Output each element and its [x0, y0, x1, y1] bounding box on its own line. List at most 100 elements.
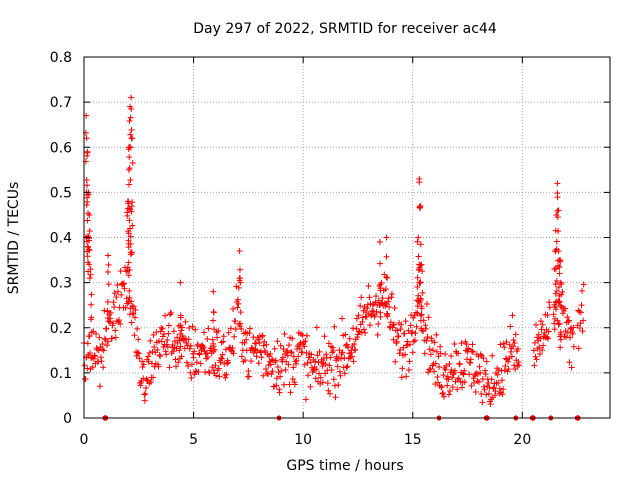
data-point: [556, 298, 563, 305]
data-point: [126, 217, 133, 224]
data-point: [84, 148, 91, 155]
data-point: [104, 315, 111, 322]
data-point: [126, 205, 133, 212]
data-point: [396, 350, 403, 357]
data-point: [568, 364, 575, 371]
data-point: [477, 369, 484, 376]
data-point: [205, 325, 212, 332]
data-point: [427, 351, 434, 358]
data-point: [414, 238, 421, 245]
data-point: [81, 362, 88, 369]
y-tick-label: 0: [63, 411, 72, 427]
data-point: [366, 294, 373, 301]
data-point: [186, 345, 193, 352]
data-point: [260, 372, 267, 379]
data-point: [277, 373, 284, 380]
data-point: [234, 304, 241, 311]
data-point: [398, 374, 405, 381]
data-point: [434, 379, 441, 386]
data-point: [383, 234, 390, 241]
data-point: [329, 344, 336, 351]
data-point: [168, 309, 175, 316]
data-point: [418, 261, 425, 268]
data-point: [248, 358, 255, 365]
data-point: [417, 204, 424, 211]
data-point: [307, 383, 314, 390]
data-point: [442, 366, 449, 373]
data-point: [98, 358, 105, 365]
data-point: [202, 350, 209, 357]
data-point: [170, 348, 177, 355]
data-point: [346, 335, 353, 342]
data-point: [184, 359, 191, 366]
data-point: [423, 300, 430, 307]
data-point: [238, 353, 245, 360]
data-point: [496, 385, 503, 392]
data-point: [142, 390, 149, 397]
data-point: [135, 350, 142, 357]
data-point: [126, 117, 133, 124]
x-tick-label: 0: [80, 432, 89, 448]
data-point: [451, 340, 458, 347]
data-point: [253, 353, 260, 360]
data-point: [290, 364, 297, 371]
data-point: [153, 329, 160, 336]
data-point: [125, 181, 132, 188]
data-point: [469, 341, 476, 348]
data-point: [107, 309, 114, 316]
x-tick-label: 20: [513, 432, 531, 448]
data-point: [414, 283, 421, 290]
data-point: [128, 106, 135, 113]
data-point: [417, 317, 424, 324]
data-point: [127, 131, 134, 138]
data-point: [196, 350, 203, 357]
data-point: [237, 279, 244, 286]
data-point: [443, 362, 450, 369]
data-point: [510, 337, 517, 344]
data-point: [155, 363, 162, 370]
data-point: [313, 324, 320, 331]
data-point: [274, 364, 281, 371]
data-point: [512, 331, 519, 338]
data-point: [83, 135, 90, 142]
data-point: [164, 343, 171, 350]
data-point: [516, 362, 523, 369]
data-point: [247, 325, 254, 332]
data-point: [552, 281, 559, 288]
data-point: [403, 373, 410, 380]
data-point: [476, 378, 483, 385]
data-point: [433, 331, 440, 338]
data-point: [274, 338, 281, 345]
data-point: [326, 362, 333, 369]
data-point: [559, 288, 566, 295]
data-point: [177, 343, 184, 350]
data-point: [268, 356, 275, 363]
data-point: [555, 207, 562, 214]
data-point: [330, 347, 337, 354]
data-point: [114, 288, 121, 295]
data-point: [565, 317, 572, 324]
data-point: [374, 331, 381, 338]
data-point: [428, 335, 435, 342]
data-point: [342, 331, 349, 338]
data-point: [224, 360, 231, 367]
data-point: [565, 318, 572, 325]
data-point: [184, 342, 191, 349]
data-point: [541, 329, 548, 336]
data-point: [515, 359, 522, 366]
data-point: [86, 333, 93, 340]
data-point: [293, 360, 300, 367]
data-point: [260, 342, 267, 349]
data-point: [86, 227, 93, 234]
data-point: [356, 328, 363, 335]
data-point: [401, 330, 408, 337]
data-point: [556, 320, 563, 327]
data-point: [544, 312, 551, 319]
data-point: [485, 379, 492, 386]
data-point: [553, 306, 560, 313]
data-point: [291, 381, 298, 388]
data-point: [495, 367, 502, 374]
data-point: [412, 330, 419, 337]
data-point: [279, 354, 286, 361]
data-point: [185, 336, 192, 343]
